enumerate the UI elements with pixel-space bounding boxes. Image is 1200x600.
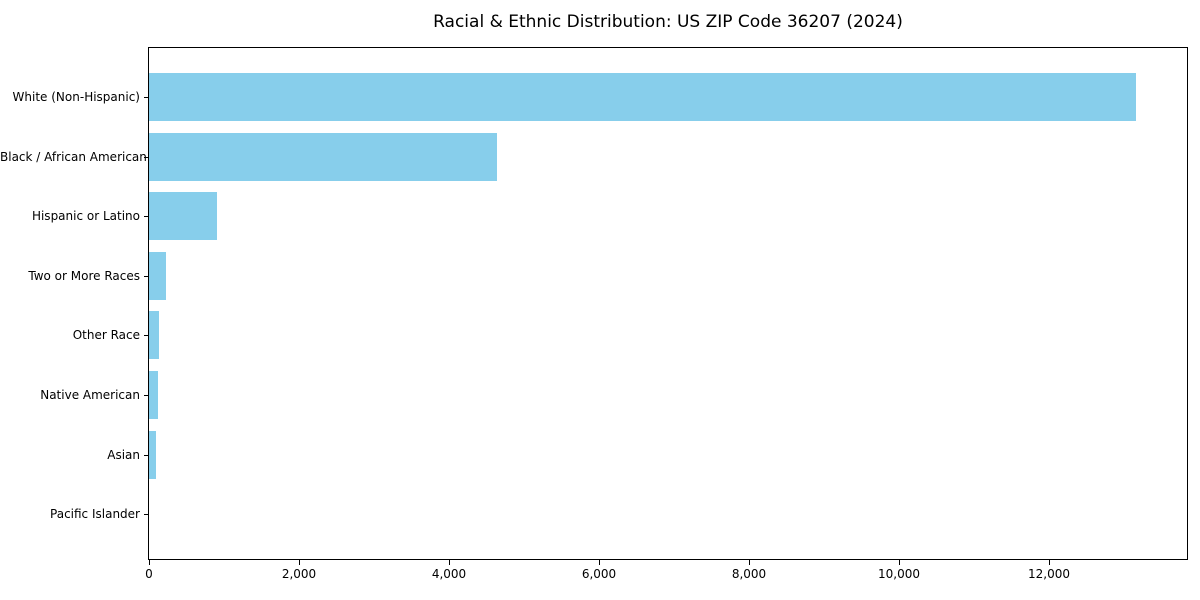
chart-title: Racial & Ethnic Distribution: US ZIP Cod… bbox=[433, 12, 903, 32]
y-tick-label: Other Race bbox=[72, 328, 140, 343]
y-tick-label: Hispanic or Latino bbox=[31, 209, 140, 224]
x-tick-label: 12,000 bbox=[1028, 567, 1070, 581]
x-tick-mark bbox=[449, 560, 450, 565]
x-tick-mark bbox=[1049, 560, 1050, 565]
x-tick-label: 10,000 bbox=[878, 567, 920, 581]
x-tick-label: 2,000 bbox=[281, 567, 317, 581]
x-tick-label: 6,000 bbox=[581, 567, 617, 581]
x-tick-label: 8,000 bbox=[731, 567, 767, 581]
y-tick-label: Pacific Islander bbox=[50, 507, 140, 522]
x-tick-mark bbox=[899, 560, 900, 565]
y-tick-label: Native American bbox=[40, 388, 140, 402]
x-tick-mark bbox=[599, 560, 600, 565]
x-tick-mark bbox=[299, 560, 300, 565]
x-tick-label: 4,000 bbox=[431, 567, 467, 581]
y-tick-label: Black / African American bbox=[0, 149, 147, 164]
y-tick-label: Two or More Races bbox=[28, 268, 140, 283]
x-tick-mark bbox=[149, 560, 150, 565]
x-tick-label: 0 bbox=[145, 567, 153, 581]
y-tick-label: Asian bbox=[107, 447, 140, 462]
plot-area bbox=[148, 47, 1188, 560]
y-tick-label: White (Non-Hispanic) bbox=[12, 90, 140, 104]
x-tick-mark bbox=[749, 560, 750, 565]
